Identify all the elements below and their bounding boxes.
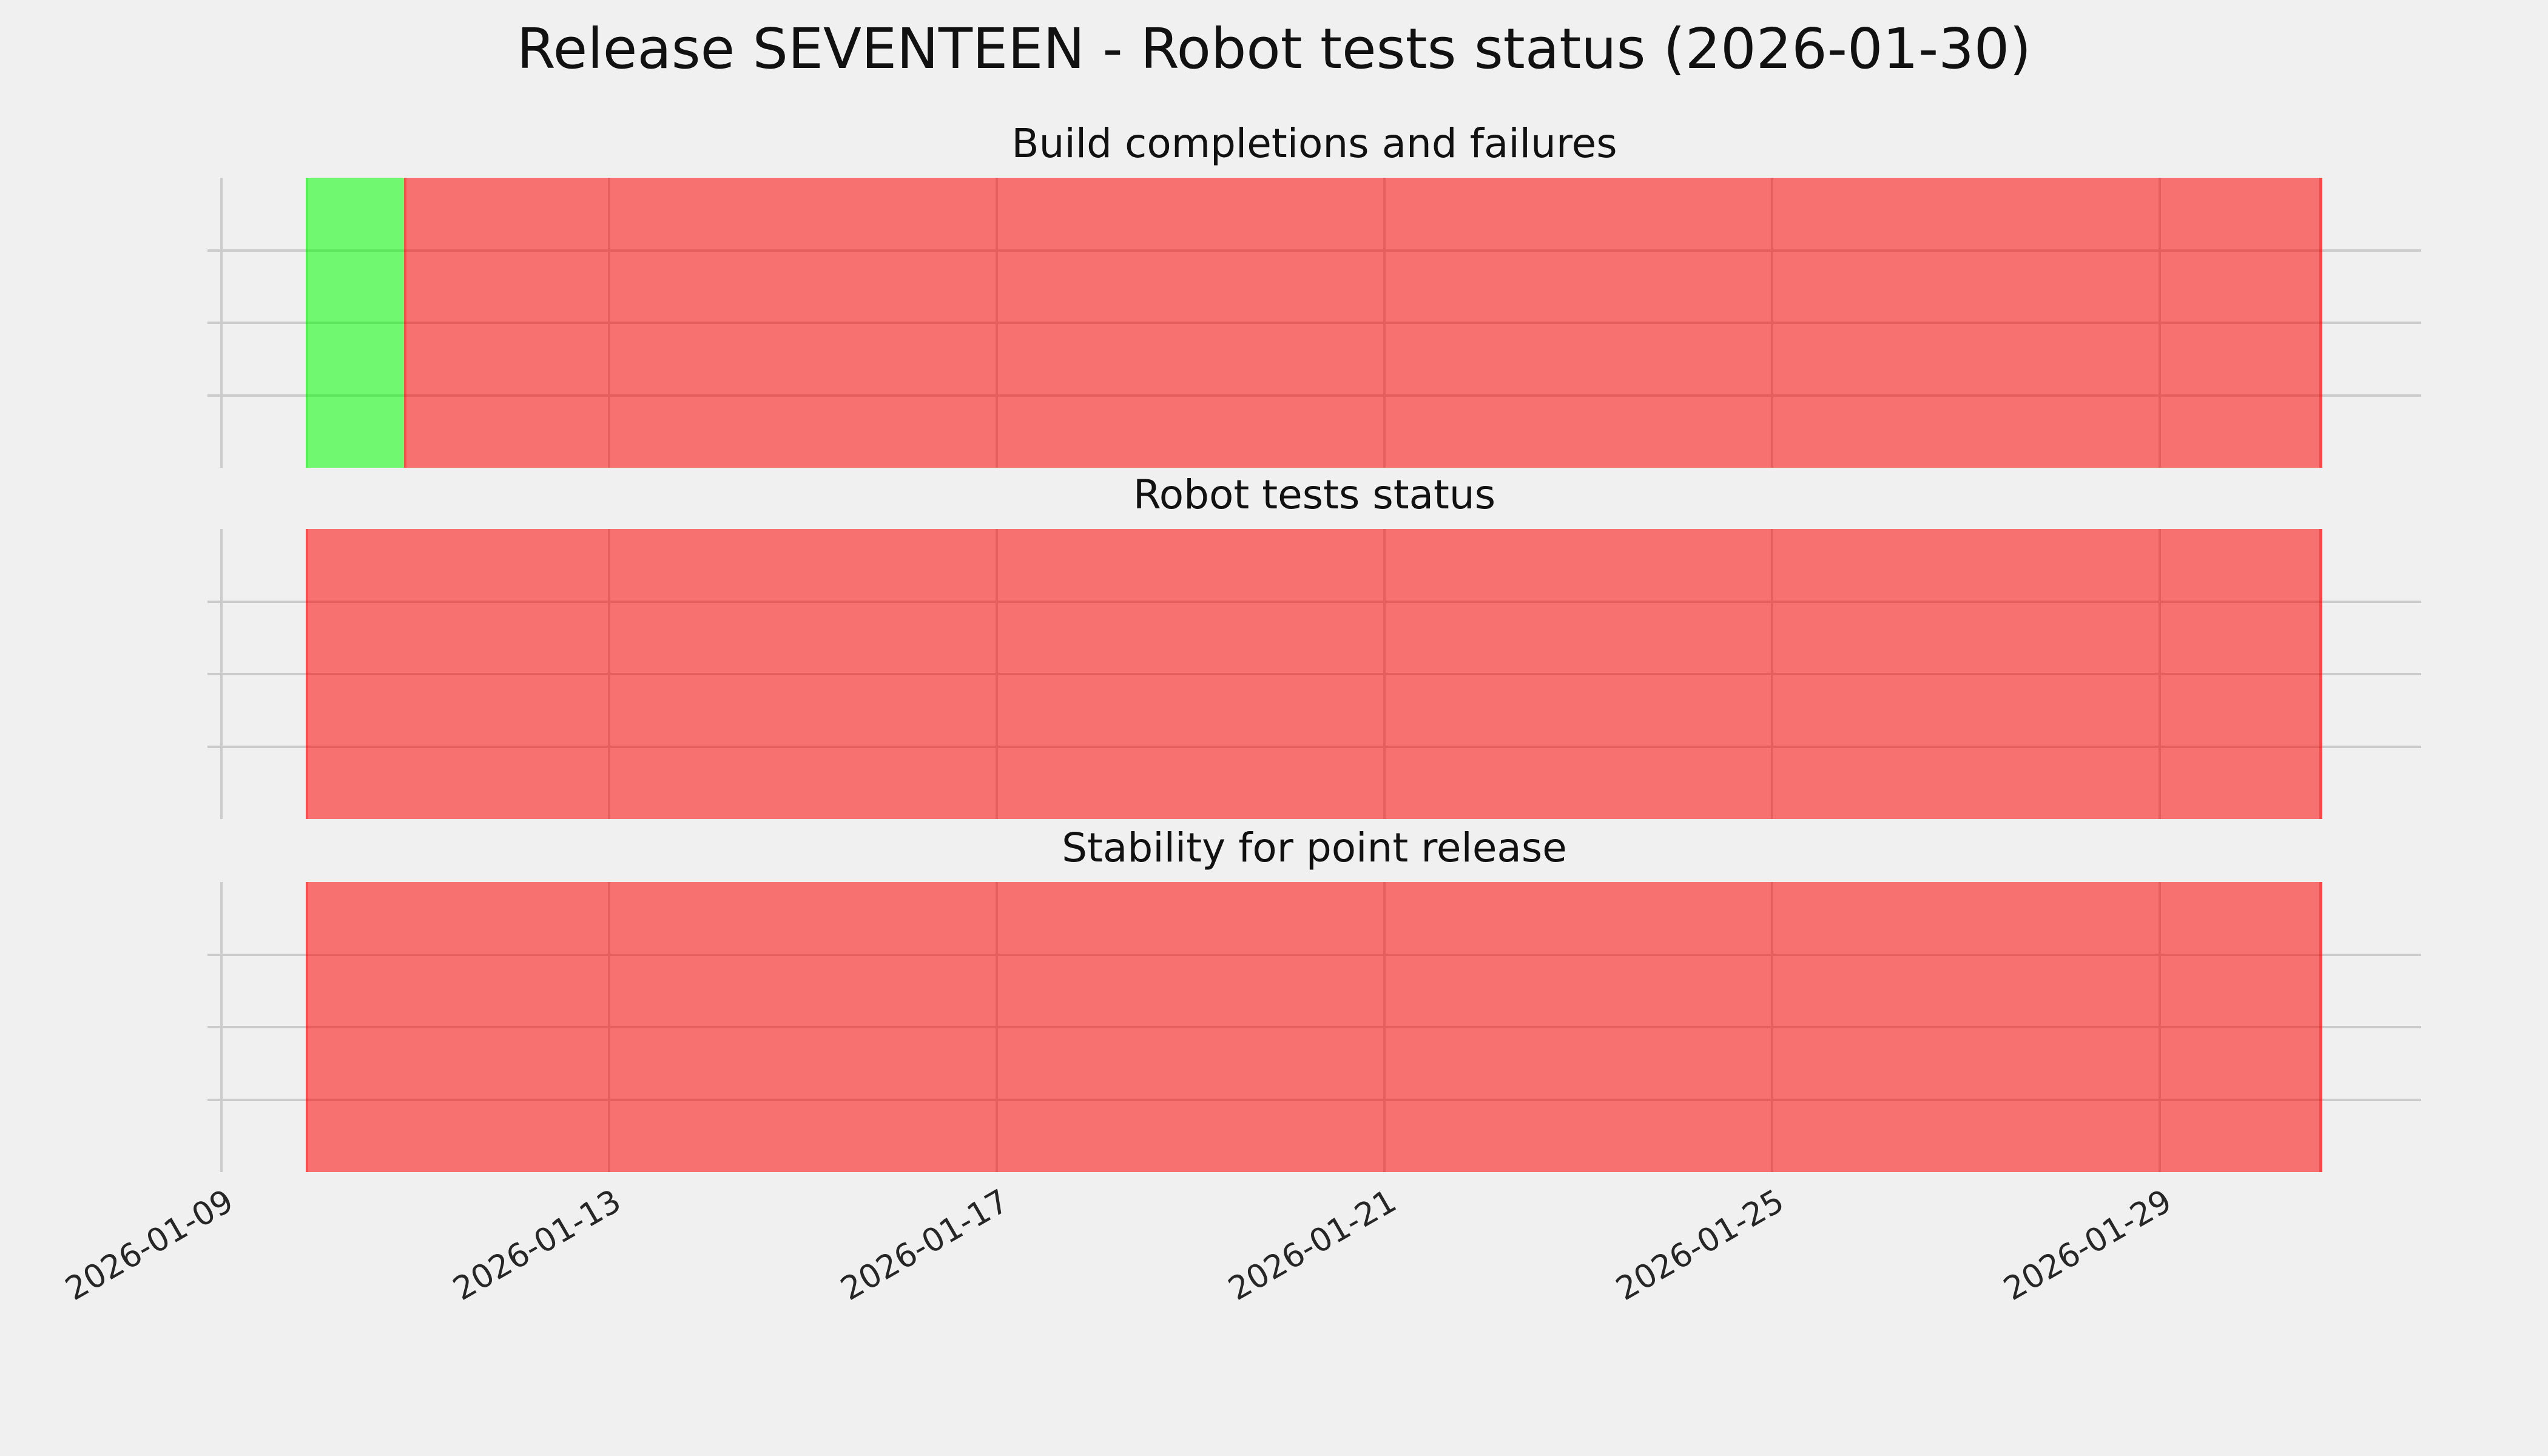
subplot-build-completions: Build completions and failures (207, 120, 2421, 468)
x-tick-label: 2026-01-25 (1609, 1182, 1791, 1308)
vertical-gridline (220, 882, 223, 1172)
x-axis-tick-labels: 2026-01-09 2026-01-13 2026-01-17 2026-01-21… (59, 1182, 2421, 1377)
status-timeline-bar (306, 529, 2322, 819)
subplot-robot-tests: Robot tests status (207, 471, 2421, 819)
plot-area-build-completions (207, 178, 2421, 468)
plot-area-stability (207, 882, 2421, 1172)
figure-title: Release SEVENTEEN - Robot tests status (… (516, 16, 2032, 81)
bar-segment-success (306, 178, 404, 468)
vertical-gridline (220, 529, 223, 819)
x-tick-label: 2026-01-13 (447, 1182, 627, 1308)
subplot-title-stability: Stability for point release (1062, 824, 1567, 871)
x-tick-label: 2026-01-21 (1222, 1182, 1403, 1308)
subplot-title-build-completions: Build completions and failures (1011, 120, 1617, 167)
x-tick-label: 2026-01-29 (1997, 1182, 2179, 1308)
subplot-title-robot-tests: Robot tests status (1133, 471, 1496, 518)
x-tick-label: 2026-01-09 (59, 1182, 240, 1308)
bar-segment-failure (306, 882, 2322, 1172)
status-timeline-bar (306, 178, 2322, 468)
subplot-stability: Stability for point release (207, 824, 2421, 1172)
vertical-gridline (220, 178, 223, 468)
plot-area-robot-tests (207, 529, 2421, 819)
bar-segment-failure (306, 529, 2322, 819)
x-tick-label: 2026-01-17 (834, 1182, 1016, 1308)
bar-segment-failure (403, 178, 2322, 468)
status-timeline-bar (306, 882, 2322, 1172)
